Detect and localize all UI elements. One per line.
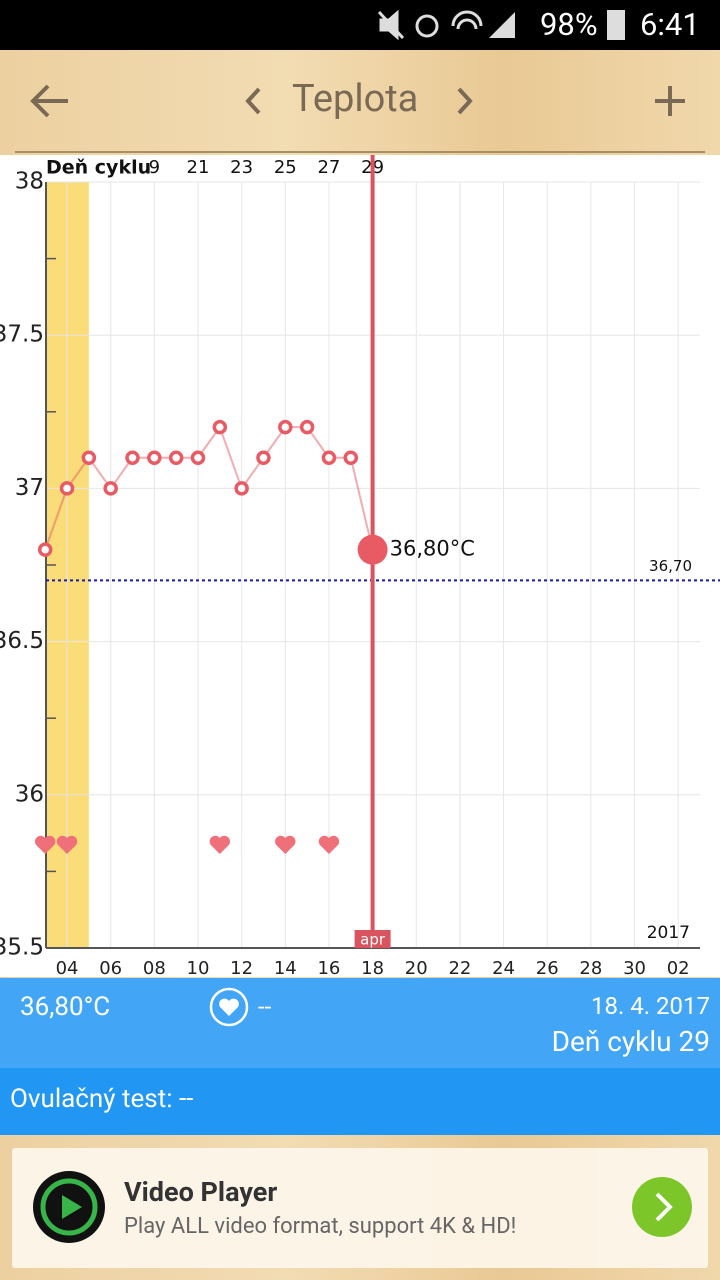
- month-badge: [354, 930, 391, 948]
- x-tick-label: 20: [405, 958, 428, 977]
- x-tick-label: 28: [579, 958, 602, 977]
- status-bar: 98% 6:41: [0, 0, 720, 50]
- battery-level: 98%: [540, 6, 598, 43]
- temperature-point: [103, 481, 118, 496]
- selected-point: [357, 534, 388, 565]
- month-label: apr: [360, 931, 386, 949]
- x-tick-label: 08: [143, 958, 166, 977]
- temperature-point: [343, 450, 359, 466]
- intercourse-heart: [318, 835, 340, 854]
- cycle-tick-label: 27: [317, 157, 340, 178]
- ad-banner[interactable]: Video Player Play ALL video format, supp…: [12, 1148, 708, 1268]
- date: 18. 4. 2017: [591, 992, 710, 1020]
- toolbar: Teplota: [0, 50, 720, 155]
- x-tick-label: 02: [667, 958, 690, 977]
- heart-icon[interactable]: [209, 987, 249, 1027]
- cycle-tick-label: 23: [230, 157, 253, 178]
- temperature-point: [212, 419, 228, 435]
- ovulation-panel[interactable]: Ovulačný test: --: [0, 1068, 720, 1135]
- cycle-day: Deň cyklu 29: [551, 1025, 710, 1058]
- temperature: 36,80°C: [20, 992, 111, 1022]
- x-tick-label: 16: [317, 958, 340, 977]
- cycle-tick-label: 9: [149, 157, 160, 178]
- cycle-tick-label: 21: [187, 157, 210, 178]
- y-tick-label: 37.5: [0, 322, 44, 348]
- temperature-point: [59, 481, 75, 496]
- x-tick-label: 06: [99, 958, 122, 977]
- next-button[interactable]: [455, 86, 475, 116]
- add-button[interactable]: [653, 84, 687, 118]
- cycle-label-bg: [44, 155, 150, 181]
- selected-label: 36,80°C: [390, 537, 475, 561]
- temperature-point: [147, 450, 162, 466]
- x-tick-label: 10: [187, 958, 210, 977]
- temperature-point: [37, 542, 53, 557]
- y-tick-label: 35.5: [0, 935, 44, 961]
- summary-panel: 36,80°C -- 18. 4. 2017 Deň cyklu 29: [0, 978, 720, 1068]
- y-tick-label: 38: [15, 169, 44, 195]
- intercourse-heart: [209, 835, 231, 854]
- reference-label: 36,70: [649, 557, 692, 575]
- cycle-axis-label: Deň cyklu: [46, 157, 151, 179]
- status-icons: [377, 9, 515, 41]
- temperature-point: [81, 450, 97, 466]
- intercourse-heart: [275, 835, 296, 854]
- ad-text: Play ALL video format, support 4K & HD!: [124, 1214, 517, 1239]
- temperature-point: [190, 450, 206, 466]
- cycle-tick-label: 25: [274, 157, 297, 178]
- y-tick-label: 37: [15, 475, 44, 501]
- divider: [15, 151, 705, 153]
- x-tick-label: 26: [536, 958, 559, 977]
- year-label: 2017: [647, 923, 690, 943]
- x-tick-label: 04: [56, 958, 79, 977]
- x-tick-label: 22: [448, 958, 471, 977]
- intercourse-heart: [56, 835, 78, 854]
- x-tick-label: 18: [361, 958, 384, 977]
- x-tick-label: 12: [230, 958, 253, 977]
- clock: 6:41: [640, 6, 700, 43]
- x-tick-label: 24: [492, 958, 515, 977]
- temperature-point: [256, 450, 271, 466]
- temperature-point: [125, 450, 140, 466]
- y-tick-label: 36.5: [0, 628, 44, 654]
- intercourse-heart: [34, 835, 56, 854]
- battery-icon: [607, 10, 625, 40]
- temperature-line: [44, 424, 374, 551]
- back-button[interactable]: [30, 83, 70, 119]
- heart-value: --: [258, 993, 272, 1021]
- x-tick-label: 14: [274, 958, 297, 977]
- ovulation-test: Ovulačný test: --: [10, 1084, 194, 1114]
- chart: 35.5 36 36.5 37 37.5 38 04 06 08 10 12 14 16 18 20 22 24…: [0, 155, 720, 977]
- ad-button[interactable]: [632, 1177, 692, 1237]
- y-tick-label: 36: [15, 781, 44, 807]
- temperature-point: [234, 481, 249, 496]
- ad-title: Video Player: [124, 1176, 278, 1208]
- screen-title: Teplota: [292, 77, 419, 121]
- temperature-point: [299, 419, 315, 435]
- x-tick-label: 30: [623, 958, 646, 977]
- ad-icon: [33, 1171, 105, 1243]
- prev-button[interactable]: [243, 86, 263, 116]
- temperature-point: [168, 450, 184, 466]
- temperature-point: [278, 419, 293, 435]
- temperature-point: [321, 450, 337, 466]
